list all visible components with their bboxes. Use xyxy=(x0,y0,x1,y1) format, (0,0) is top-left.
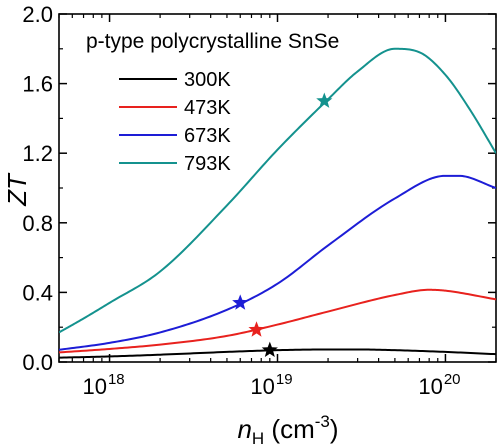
series-lines xyxy=(59,47,496,359)
legend-label-300K: 300K xyxy=(184,69,231,91)
star-marker-300K xyxy=(261,341,278,358)
series-line-300K xyxy=(59,348,496,359)
star-marker-473K xyxy=(248,321,265,337)
legend-label-473K: 473K xyxy=(184,97,231,119)
y-tick-label: 0.4 xyxy=(22,280,53,305)
y-axis-label: ZT xyxy=(2,172,32,207)
series-line-473K xyxy=(59,288,496,354)
series-markers xyxy=(232,92,333,358)
y-axis: 0.0 0.4 0.8 1.2 1.6 2.0 xyxy=(22,2,496,375)
plot-frame xyxy=(58,13,497,363)
y-tick-label: 1.2 xyxy=(22,141,53,166)
y-tick-label: 2.0 xyxy=(22,2,53,27)
series-line-673K xyxy=(59,174,496,351)
x-axis-label: nH (cm-3) xyxy=(237,412,338,448)
x-tick-label: 1018 xyxy=(82,371,124,399)
y-tick-label: 0.0 xyxy=(22,350,53,375)
star-marker-673K xyxy=(232,294,249,310)
star-marker-793K xyxy=(316,92,333,108)
x-tick-label: 1019 xyxy=(250,371,292,399)
legend-label-793K: 793K xyxy=(184,153,231,175)
y-tick-label: 0.8 xyxy=(22,211,53,236)
legend: 300K 473K 673K 793K xyxy=(119,69,231,175)
chart-annotation: p-type polycrystalline SnSe xyxy=(86,30,339,53)
legend-label-673K: 673K xyxy=(184,125,231,147)
x-axis: 1018 1019 1020 xyxy=(58,14,497,399)
y-tick-label: 1.6 xyxy=(22,72,53,97)
x-tick-label: 1020 xyxy=(418,371,460,399)
